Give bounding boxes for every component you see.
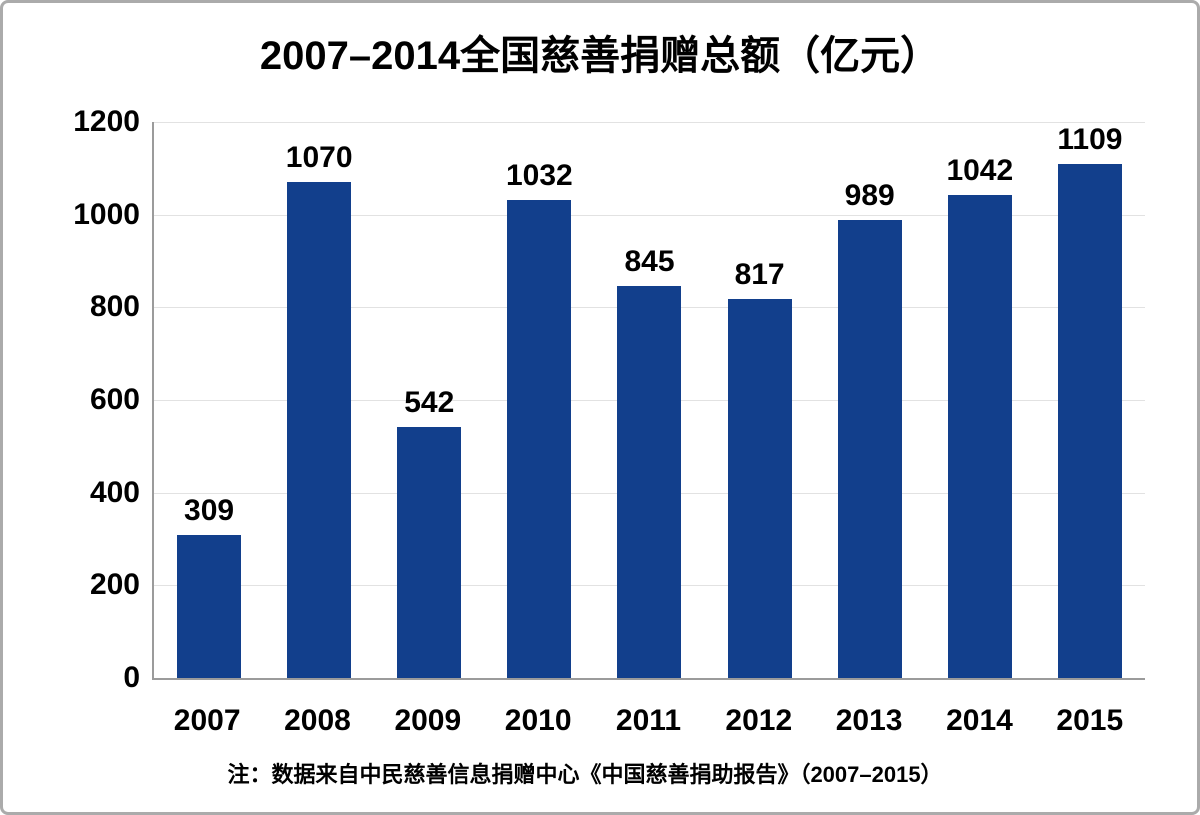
- bar-value-label-2013: 989: [844, 179, 895, 212]
- bar-2007: 309: [177, 494, 242, 678]
- bar-value-label-2012: 817: [734, 258, 785, 291]
- x-tick-label-2008: 2008: [284, 704, 351, 737]
- bar-value-label-2007: 309: [184, 494, 235, 527]
- y-tick-label-1000: 1000: [73, 197, 140, 231]
- bar-value-label-2008: 1070: [285, 141, 353, 174]
- y-tick-label-200: 200: [89, 568, 140, 602]
- bar-2008: 1070: [286, 141, 353, 678]
- x-tick-label-2010: 2010: [504, 704, 572, 737]
- x-tick-label-2014: 2014: [946, 704, 1013, 737]
- bar-2015: 1109: [1057, 123, 1122, 678]
- bar-2014: 1042: [946, 154, 1013, 678]
- source-note: 注：数据来自中民慈善信息捐赠中心《中国慈善捐助报告》（2007–2015）: [227, 762, 943, 787]
- bar-value-label-2014: 1042: [946, 154, 1014, 187]
- x-tick-label-2011: 2011: [615, 704, 682, 737]
- gridline-1000: [154, 214, 1145, 216]
- plot-area: 309 1070 542 1032 845 817 989 1042 1109: [152, 122, 1145, 680]
- y-tick-label-800: 800: [89, 290, 140, 324]
- x-tick-label-2007: 2007: [173, 704, 241, 737]
- bar-value-label-2015: 1109: [1057, 123, 1123, 156]
- gridline-1200: [154, 122, 1145, 123]
- x-tick-label-2009: 2009: [394, 704, 462, 737]
- bar-value-label-2009: 542: [404, 386, 455, 419]
- chart-title: 2007–2014全国慈善捐赠总额（亿元）: [259, 34, 941, 78]
- y-tick-label-400: 400: [89, 475, 140, 509]
- bar-value-label-2010: 1032: [506, 159, 573, 192]
- x-axis: 2007 2008 2009 2010 2011 2012 2013 2014 2015: [152, 703, 1145, 739]
- bars-layer: 309 1070 542 1032 845 817 989 1042 1109: [154, 122, 1145, 678]
- bar-2013: 989: [837, 179, 902, 678]
- bar-2009: 542: [397, 386, 462, 678]
- x-tick-label-2013: 2013: [835, 704, 903, 737]
- bar-2011: 845: [617, 245, 682, 678]
- bar-2012: 817: [727, 258, 792, 678]
- y-tick-label-0: 0: [123, 661, 140, 694]
- x-tick-label-2012: 2012: [725, 704, 793, 737]
- bar-2010: 1032: [506, 159, 573, 678]
- y-axis: 0 200 400 600 800 1000 1200: [3, 105, 140, 694]
- y-tick-label-1200: 1200: [73, 105, 140, 138]
- bar-value-label-2011: 845: [624, 245, 675, 278]
- x-tick-label-2015: 2015: [1056, 704, 1124, 737]
- y-tick-label-600: 600: [89, 383, 140, 416]
